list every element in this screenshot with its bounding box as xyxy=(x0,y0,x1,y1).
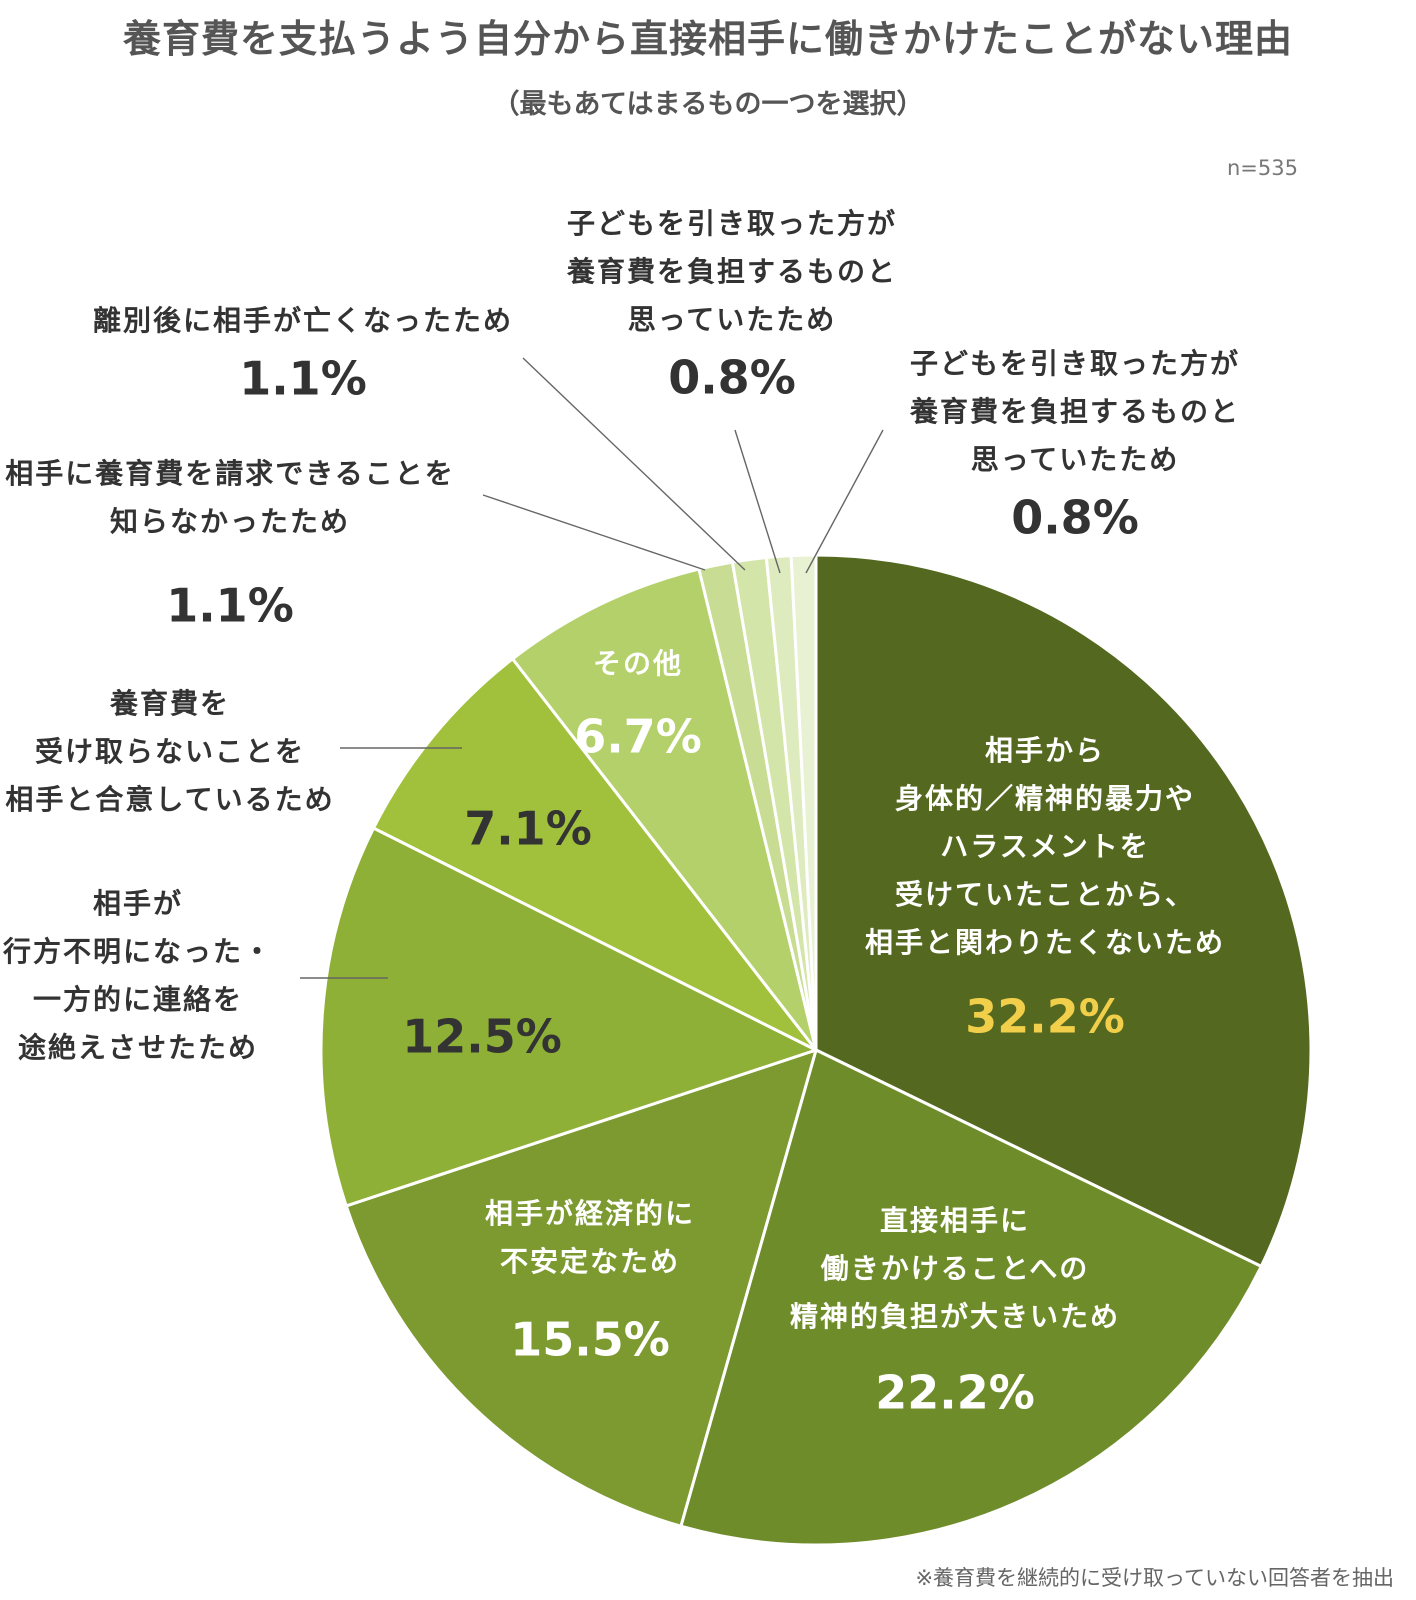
leader-line-8 xyxy=(522,357,746,571)
slice-value-3: 15.5% xyxy=(510,1313,670,1367)
slice-label-group-8: 離別後に相手が亡くなったため 1.1% xyxy=(93,304,746,571)
slice-label-10-line-1: 子どもを引き取った方が xyxy=(910,347,1240,380)
slice-value-4: 12.5% xyxy=(402,1010,562,1064)
slice-label-2-line-1: 直接相手に xyxy=(880,1204,1030,1237)
slice-label-9-line-3: 思っていたため xyxy=(628,303,837,336)
slice-label-9-line-2: 養育費を負担するものと xyxy=(566,255,897,288)
slice-label-1-line-1: 相手から xyxy=(985,734,1105,767)
pie-slice-6 xyxy=(511,567,818,1052)
slice-label-7-line-2: 知らなかったため xyxy=(110,505,350,538)
slice-label-4-line-4: 途絶えさせたため xyxy=(18,1031,258,1064)
pie-slice-4 xyxy=(319,826,818,1208)
slice-label-4-line-3: 一方的に連絡を xyxy=(33,983,243,1016)
slice-label-1-line-3: ハラスメントを xyxy=(940,830,1149,863)
slice-value-7: 1.1% xyxy=(166,579,294,633)
slice-label-5-line-1: 養育費を xyxy=(109,687,230,720)
slice-value-10: 0.8% xyxy=(1011,491,1139,545)
chart-subtitle: （最もあてはまるもの一つを選択） xyxy=(492,89,924,120)
slice-value-5: 7.1% xyxy=(464,802,592,856)
slice-label-1-line-2: 身体的／精神的暴力や xyxy=(895,782,1195,815)
slice-label-2-line-3: 精神的負担が大きいため xyxy=(790,1300,1120,1333)
slice-label-group-6: その他 6.7% xyxy=(574,647,702,764)
leader-line-7 xyxy=(482,494,706,571)
slice-label-3-line-2: 不安定なため xyxy=(500,1245,680,1278)
slice-label-5-line-3: 相手と合意しているため xyxy=(5,783,334,816)
leader-line-10 xyxy=(805,429,884,574)
sample-size: n=535 xyxy=(1227,156,1298,180)
slice-value-8: 1.1% xyxy=(239,352,367,406)
slice-label-7-line-1: 相手に養育費を請求できることを xyxy=(5,457,454,490)
footnote: ※養育費を継続的に受け取っていない回答者を抽出 xyxy=(915,1566,1394,1590)
slice-label-4-line-2: 行方不明になった・ xyxy=(2,935,273,968)
slice-label-10-line-2: 養育費を負担するものと xyxy=(909,395,1240,428)
pie-slice-3 xyxy=(344,1048,818,1528)
slice-value-1: 32.2% xyxy=(965,990,1125,1044)
leader-line-9 xyxy=(734,429,781,574)
slice-label-4-line-1: 相手が xyxy=(93,887,183,920)
slice-value-9: 0.8% xyxy=(668,351,796,405)
pie-labels: 相手から身体的／精神的暴力やハラスメントを受けていたことから、相手と関わりたくな… xyxy=(2,207,1240,1420)
slice-label-10-line-3: 思っていたため xyxy=(971,443,1180,476)
slice-label-group-1: 相手から身体的／精神的暴力やハラスメントを受けていたことから、相手と関わりたくな… xyxy=(865,734,1225,1044)
slice-label-9-line-1: 子どもを引き取った方が xyxy=(567,207,897,240)
slice-value-2: 22.2% xyxy=(875,1366,1035,1420)
pie-slice-1 xyxy=(814,553,1313,1268)
slice-label-1-line-4: 受けていたことから、 xyxy=(895,878,1195,911)
slice-value-6: 6.7% xyxy=(574,710,702,764)
slice-label-3-line-1: 相手が経済的に xyxy=(485,1197,695,1230)
pie-slice-5 xyxy=(372,657,818,1052)
chart-title: 養育費を支払うよう自分から直接相手に働きかけたことがない理由 xyxy=(122,17,1293,61)
slice-label-5-line-2: 受け取らないことを xyxy=(35,735,305,768)
slice-label-8-line-1: 離別後に相手が亡くなったため xyxy=(93,304,513,337)
pie-slices xyxy=(319,553,1313,1547)
slice-label-6-line-1: その他 xyxy=(593,647,683,680)
slice-label-2-line-2: 働きかけることへの xyxy=(820,1252,1090,1285)
slice-label-1-line-5: 相手と関わりたくないため xyxy=(865,926,1225,959)
pie-slice-2 xyxy=(679,1048,1263,1547)
